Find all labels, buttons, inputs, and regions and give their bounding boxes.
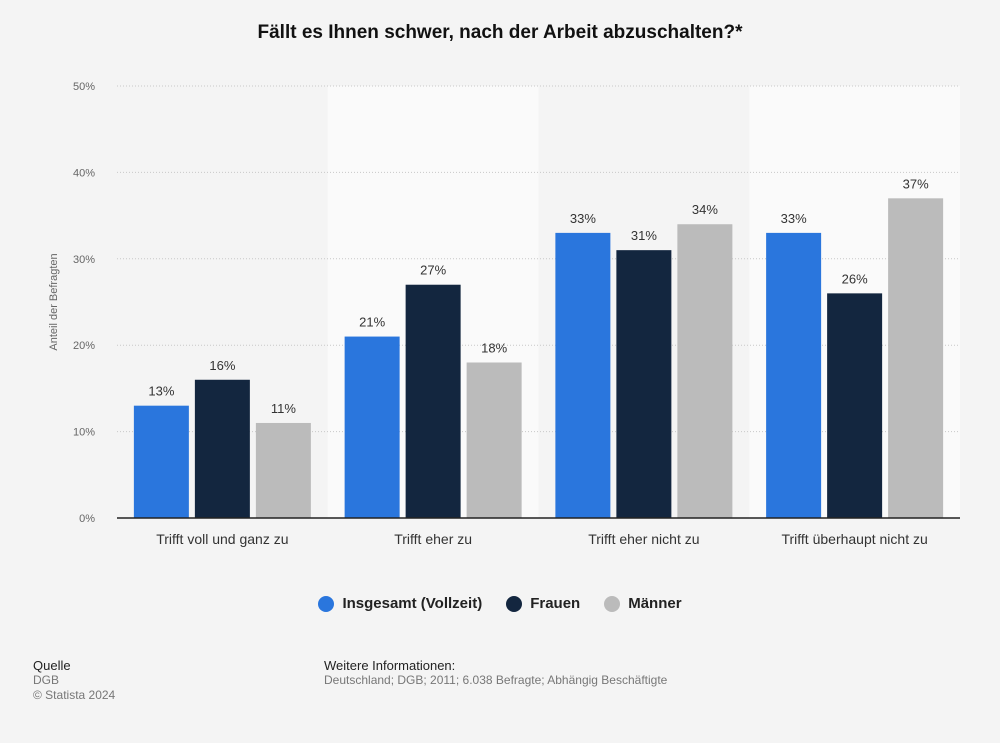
bar (255, 422, 311, 518)
bar (677, 224, 733, 519)
legend-dot-frauen (506, 595, 523, 612)
bar (827, 293, 883, 518)
bar (888, 198, 944, 518)
bar (133, 405, 189, 518)
y-tick-label: 40% (73, 167, 95, 179)
bar-chart: 0% 10% 20% 30% 40% 50% Anteil der Befragten 13%… (48, 81, 960, 547)
x-tick-label: Trifft voll und ganz zu (156, 531, 288, 547)
bar (194, 379, 250, 518)
legend-label-frauen: Frauen (530, 595, 581, 612)
data-label: 18% (481, 340, 507, 355)
data-label: 33% (570, 211, 596, 226)
data-label: 34% (692, 202, 718, 217)
legend-item-maenner[interactable]: Männer (604, 595, 682, 612)
legend-dot-maenner (604, 595, 621, 612)
data-label: 31% (631, 228, 657, 243)
legend-dot-insgesamt (318, 595, 335, 612)
data-label: 37% (903, 176, 929, 191)
legend-label-insgesamt: Insgesamt (Vollzeit) (342, 595, 483, 612)
y-tick-label: 10% (73, 427, 95, 439)
info-heading[interactable]: Weitere Informationen: (324, 658, 456, 673)
x-tick-label: Trifft eher zu (394, 531, 472, 547)
x-tick-label: Trifft überhaupt nicht zu (781, 531, 927, 547)
legend-item-insgesamt[interactable]: Insgesamt (Vollzeit) (318, 595, 482, 612)
bar (555, 232, 611, 518)
source-heading[interactable]: Quelle (33, 658, 71, 673)
bar (344, 336, 400, 518)
source-block: Quelle DGB © Statista 2024 (33, 658, 115, 703)
info-block: Weitere Informationen: Deutschland; DGB;… (324, 658, 667, 688)
data-label: 21% (359, 315, 385, 330)
bar (616, 250, 672, 518)
data-label: 13% (148, 384, 174, 399)
y-tick-label: 50% (73, 81, 95, 93)
data-label: 27% (420, 263, 446, 278)
data-label: 11% (271, 401, 296, 416)
bar (405, 284, 461, 518)
y-tick-label: 30% (73, 254, 95, 266)
chart-title: Fällt es Ihnen schwer, nach der Arbeit a… (257, 22, 743, 43)
data-label: 26% (842, 271, 868, 286)
y-tick-label: 20% (73, 340, 95, 352)
bar (466, 362, 522, 518)
copyright: © Statista 2024 (33, 688, 116, 702)
source-name: DGB (33, 673, 60, 687)
y-axis-label: Anteil der Befragten (48, 253, 60, 350)
data-label: 16% (209, 358, 235, 373)
legend-label-maenner: Männer (628, 595, 682, 612)
y-tick-label: 0% (79, 513, 95, 525)
legend-item-frauen[interactable]: Frauen (506, 595, 580, 612)
legend: Insgesamt (Vollzeit) Frauen Männer (0, 595, 1000, 612)
bar (766, 232, 822, 518)
info-text: Deutschland; DGB; 2011; 6.038 Befragte; … (324, 673, 668, 687)
x-tick-label: Trifft eher nicht zu (588, 531, 699, 547)
data-label: 33% (781, 211, 807, 226)
